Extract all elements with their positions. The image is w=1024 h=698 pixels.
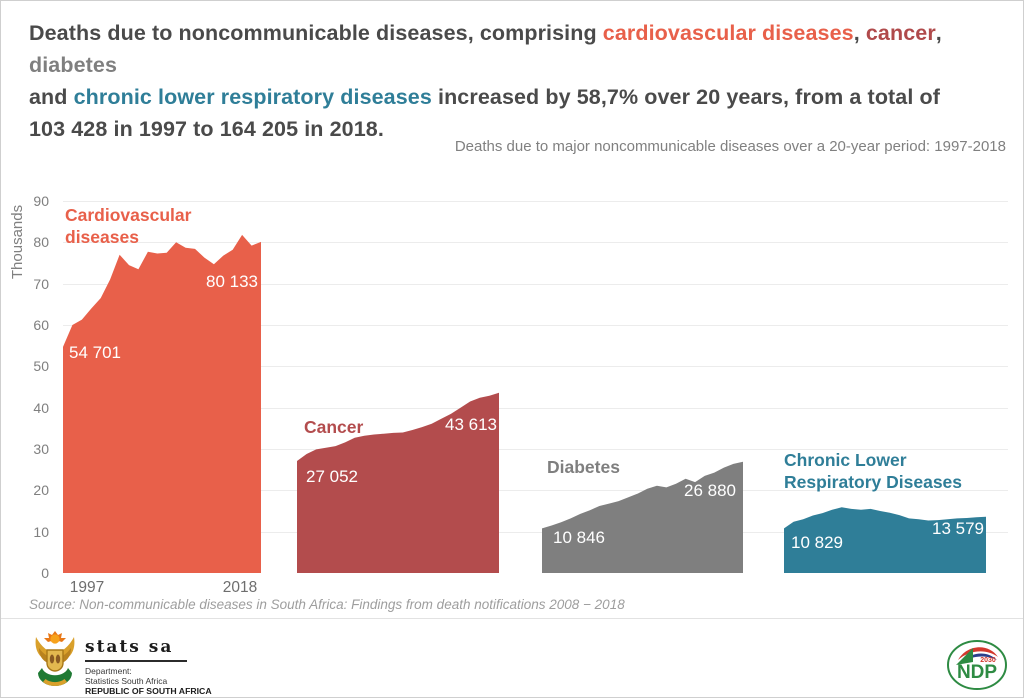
- headline-segment: 103 428 in 1997 to 164 205 in 2018.: [29, 117, 384, 141]
- headline-segment: and: [29, 85, 74, 109]
- gridline: [63, 366, 1008, 368]
- statssa-department-label: Department:: [85, 666, 132, 676]
- y-tick-label: 20: [33, 482, 49, 499]
- series-cardiovascular: [63, 201, 261, 573]
- headline-segment: ,: [935, 21, 942, 45]
- y-tick-label: 90: [33, 193, 49, 209]
- headline-segment: ,: [853, 21, 866, 45]
- gridline: [63, 407, 1008, 409]
- cancer-area-shape: [297, 392, 499, 573]
- statssa-wordmark: stats sa: [85, 637, 187, 662]
- cardiovascular-title: Cardiovascular diseases: [65, 205, 192, 247]
- y-tick-label: 40: [33, 399, 49, 416]
- south-africa-coat-of-arms-icon: [35, 631, 75, 686]
- cancer-end-value: 43 613: [445, 415, 497, 434]
- clrd-end-value: 13 579: [932, 519, 984, 538]
- clrd-title: Chronic Lower Respiratory Diseases: [784, 450, 963, 492]
- y-tick-label: 80: [33, 234, 49, 251]
- cardiovascular-start-value: 54 701: [69, 343, 121, 362]
- headline-segment: chronic lower respiratory diseases: [73, 85, 432, 109]
- diabetes-area-shape: [542, 461, 743, 573]
- headline-line-1: Deaths due to noncommunicable diseases, …: [29, 17, 999, 81]
- headline-segment: Deaths due to noncommunicable diseases, …: [29, 21, 603, 45]
- y-tick-label: 10: [33, 523, 49, 540]
- series-diabetes: [542, 201, 743, 573]
- svg-text:NDP: NDP: [957, 662, 997, 683]
- headline: Deaths due to noncommunicable diseases, …: [29, 17, 999, 145]
- gridline: [63, 201, 1008, 202]
- gridline: [63, 242, 1008, 244]
- cancer-start-value: 27 052: [306, 467, 358, 486]
- svg-text:2030: 2030: [980, 657, 996, 664]
- statssa-logo-block: stats sa Department: Statistics South Af…: [85, 637, 265, 696]
- y-tick-label: 0: [41, 565, 49, 581]
- gridline: [63, 531, 1008, 533]
- gridline: [63, 325, 1008, 326]
- headline-segment: increased by 58,7% over 20 years, from a…: [431, 85, 941, 109]
- headline-segment: cardiovascular diseases: [602, 21, 854, 45]
- statssa-republic-label: REPUBLIC OF SOUTH AFRICA: [85, 686, 212, 696]
- y-axis-ticks: 0 10 20 30 40 50 60 70 80 90: [1, 193, 49, 581]
- chart-plot-area: Cardiovascular diseases Cancer Diabetes …: [63, 201, 1008, 596]
- y-tick-label: 50: [33, 358, 49, 375]
- gridline: [63, 490, 1008, 492]
- diabetes-title: Diabetes: [547, 457, 620, 477]
- headline-line-3: 103 428 in 1997 to 164 205 in 2018.: [29, 113, 999, 145]
- cardiovascular-area-shape: [63, 234, 261, 573]
- gridline: [63, 283, 1008, 285]
- y-tick-label: 70: [33, 275, 49, 292]
- headline-segment: cancer: [865, 21, 936, 45]
- diabetes-end-value: 26 880: [684, 481, 736, 500]
- footer-divider: [1, 618, 1023, 619]
- y-tick-label: 30: [33, 441, 49, 457]
- gridline: [63, 449, 1008, 450]
- x-axis-label-2018: 2018: [222, 579, 258, 596]
- cardiovascular-end-value: 80 133: [206, 272, 258, 291]
- statssa-department-name: Statistics South Africa: [85, 676, 168, 686]
- series-cancer: [297, 201, 499, 573]
- chart-subtitle: Deaths due to major noncommunicable dise…: [454, 138, 1006, 155]
- ndp-2030-logo: NDP 2030: [947, 640, 1007, 690]
- clrd-area-shape: [784, 507, 986, 573]
- x-axis-label-1997: 1997: [69, 579, 105, 596]
- cancer-title: Cancer: [304, 417, 364, 437]
- series-clrd: [784, 201, 986, 573]
- clrd-start-value: 10 829: [791, 533, 843, 552]
- gridlines: [63, 201, 1008, 573]
- headline-line-2: and chronic lower respiratory diseases i…: [29, 81, 999, 113]
- headline-segment: diabetes: [29, 53, 118, 77]
- y-tick-label: 60: [33, 317, 49, 333]
- source-note: Source: Non-communicable diseases in Sou…: [29, 597, 625, 612]
- diabetes-start-value: 10 846: [553, 528, 605, 547]
